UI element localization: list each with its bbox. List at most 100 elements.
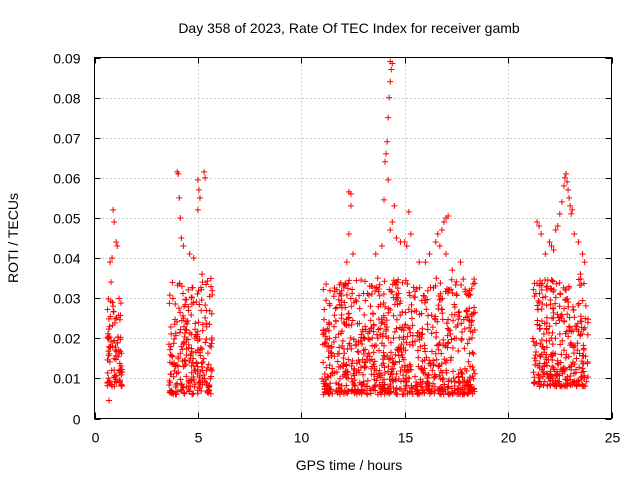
- data-point: [323, 364, 330, 371]
- data-point: [561, 318, 568, 325]
- data-point: [172, 330, 179, 337]
- data-point: [324, 374, 331, 381]
- data-point: [166, 377, 173, 384]
- data-point: [334, 358, 341, 365]
- data-point: [421, 345, 428, 352]
- data-point: [448, 354, 455, 361]
- data-point: [532, 290, 539, 297]
- data-point: [552, 320, 559, 327]
- data-point: [400, 356, 407, 363]
- data-point: [455, 348, 462, 355]
- data-point: [532, 361, 539, 368]
- data-point: [196, 379, 203, 386]
- data-point: [543, 320, 550, 327]
- data-point: [556, 331, 563, 338]
- data-point: [539, 294, 546, 301]
- data-point: [387, 389, 394, 396]
- data-point: [584, 360, 591, 367]
- data-point: [372, 284, 379, 291]
- data-point: [427, 284, 434, 291]
- data-point: [566, 194, 573, 201]
- data-point: [414, 381, 421, 388]
- data-point: [437, 280, 444, 287]
- data-point: [173, 370, 180, 377]
- data-point: [534, 218, 541, 225]
- data-point: [205, 390, 212, 397]
- data-point: [180, 390, 187, 397]
- data-point: [409, 385, 416, 392]
- data-point: [403, 369, 410, 376]
- data-point: [199, 279, 206, 286]
- data-point: [209, 336, 216, 343]
- data-point: [336, 290, 343, 297]
- data-point: [104, 369, 111, 376]
- data-point: [110, 303, 117, 310]
- data-point: [554, 222, 561, 229]
- data-point: [194, 290, 201, 297]
- data-point: [177, 376, 184, 383]
- data-point: [538, 286, 545, 293]
- data-point: [418, 310, 425, 317]
- data-point: [385, 363, 392, 370]
- data-point: [429, 324, 436, 331]
- data-point: [391, 202, 398, 209]
- data-point: [107, 343, 114, 350]
- data-point: [320, 359, 327, 366]
- data-point: [378, 320, 385, 327]
- data-point: [413, 308, 420, 315]
- data-point: [188, 294, 195, 301]
- data-point: [426, 251, 433, 258]
- data-point: [110, 337, 117, 344]
- data-point: [378, 340, 385, 347]
- data-point: [105, 334, 112, 341]
- data-point: [395, 352, 402, 359]
- data-point: [385, 176, 392, 183]
- data-point: [347, 295, 354, 302]
- data-point: [345, 280, 352, 287]
- y-tick-label: 0.05: [53, 211, 80, 227]
- data-point: [448, 336, 455, 343]
- data-point: [434, 387, 441, 394]
- data-point: [443, 320, 450, 327]
- data-point: [204, 364, 211, 371]
- data-point: [550, 314, 557, 321]
- data-point: [321, 340, 328, 347]
- data-point: [450, 317, 457, 324]
- data-point: [322, 297, 329, 304]
- data-point: [546, 381, 553, 388]
- data-point: [455, 371, 462, 378]
- data-point: [106, 334, 113, 341]
- data-point: [370, 371, 377, 378]
- data-point: [349, 357, 356, 364]
- data-point: [110, 308, 117, 315]
- data-point: [533, 280, 540, 287]
- data-point: [443, 367, 450, 374]
- data-point: [424, 326, 431, 333]
- data-point: [332, 305, 339, 312]
- data-point: [579, 297, 586, 304]
- y-tick-label: 0.07: [53, 131, 80, 147]
- data-point: [565, 333, 572, 340]
- data-point: [422, 297, 429, 304]
- data-point: [113, 379, 120, 386]
- data-point: [372, 387, 379, 394]
- data-point: [200, 371, 207, 378]
- data-point: [424, 287, 431, 294]
- data-point: [390, 312, 397, 319]
- data-point: [332, 334, 339, 341]
- data-point: [464, 379, 471, 386]
- data-point: [445, 316, 452, 323]
- data-point: [432, 313, 439, 320]
- data-point: [566, 314, 573, 321]
- data-point: [415, 354, 422, 361]
- data-point: [395, 347, 402, 354]
- data-point: [367, 303, 374, 310]
- data-point: [336, 281, 343, 288]
- data-point: [346, 277, 353, 284]
- data-point: [338, 304, 345, 311]
- data-point: [532, 342, 539, 349]
- data-point: [407, 329, 414, 336]
- data-point: [584, 331, 591, 338]
- data-point: [573, 366, 580, 373]
- data-point: [546, 337, 553, 344]
